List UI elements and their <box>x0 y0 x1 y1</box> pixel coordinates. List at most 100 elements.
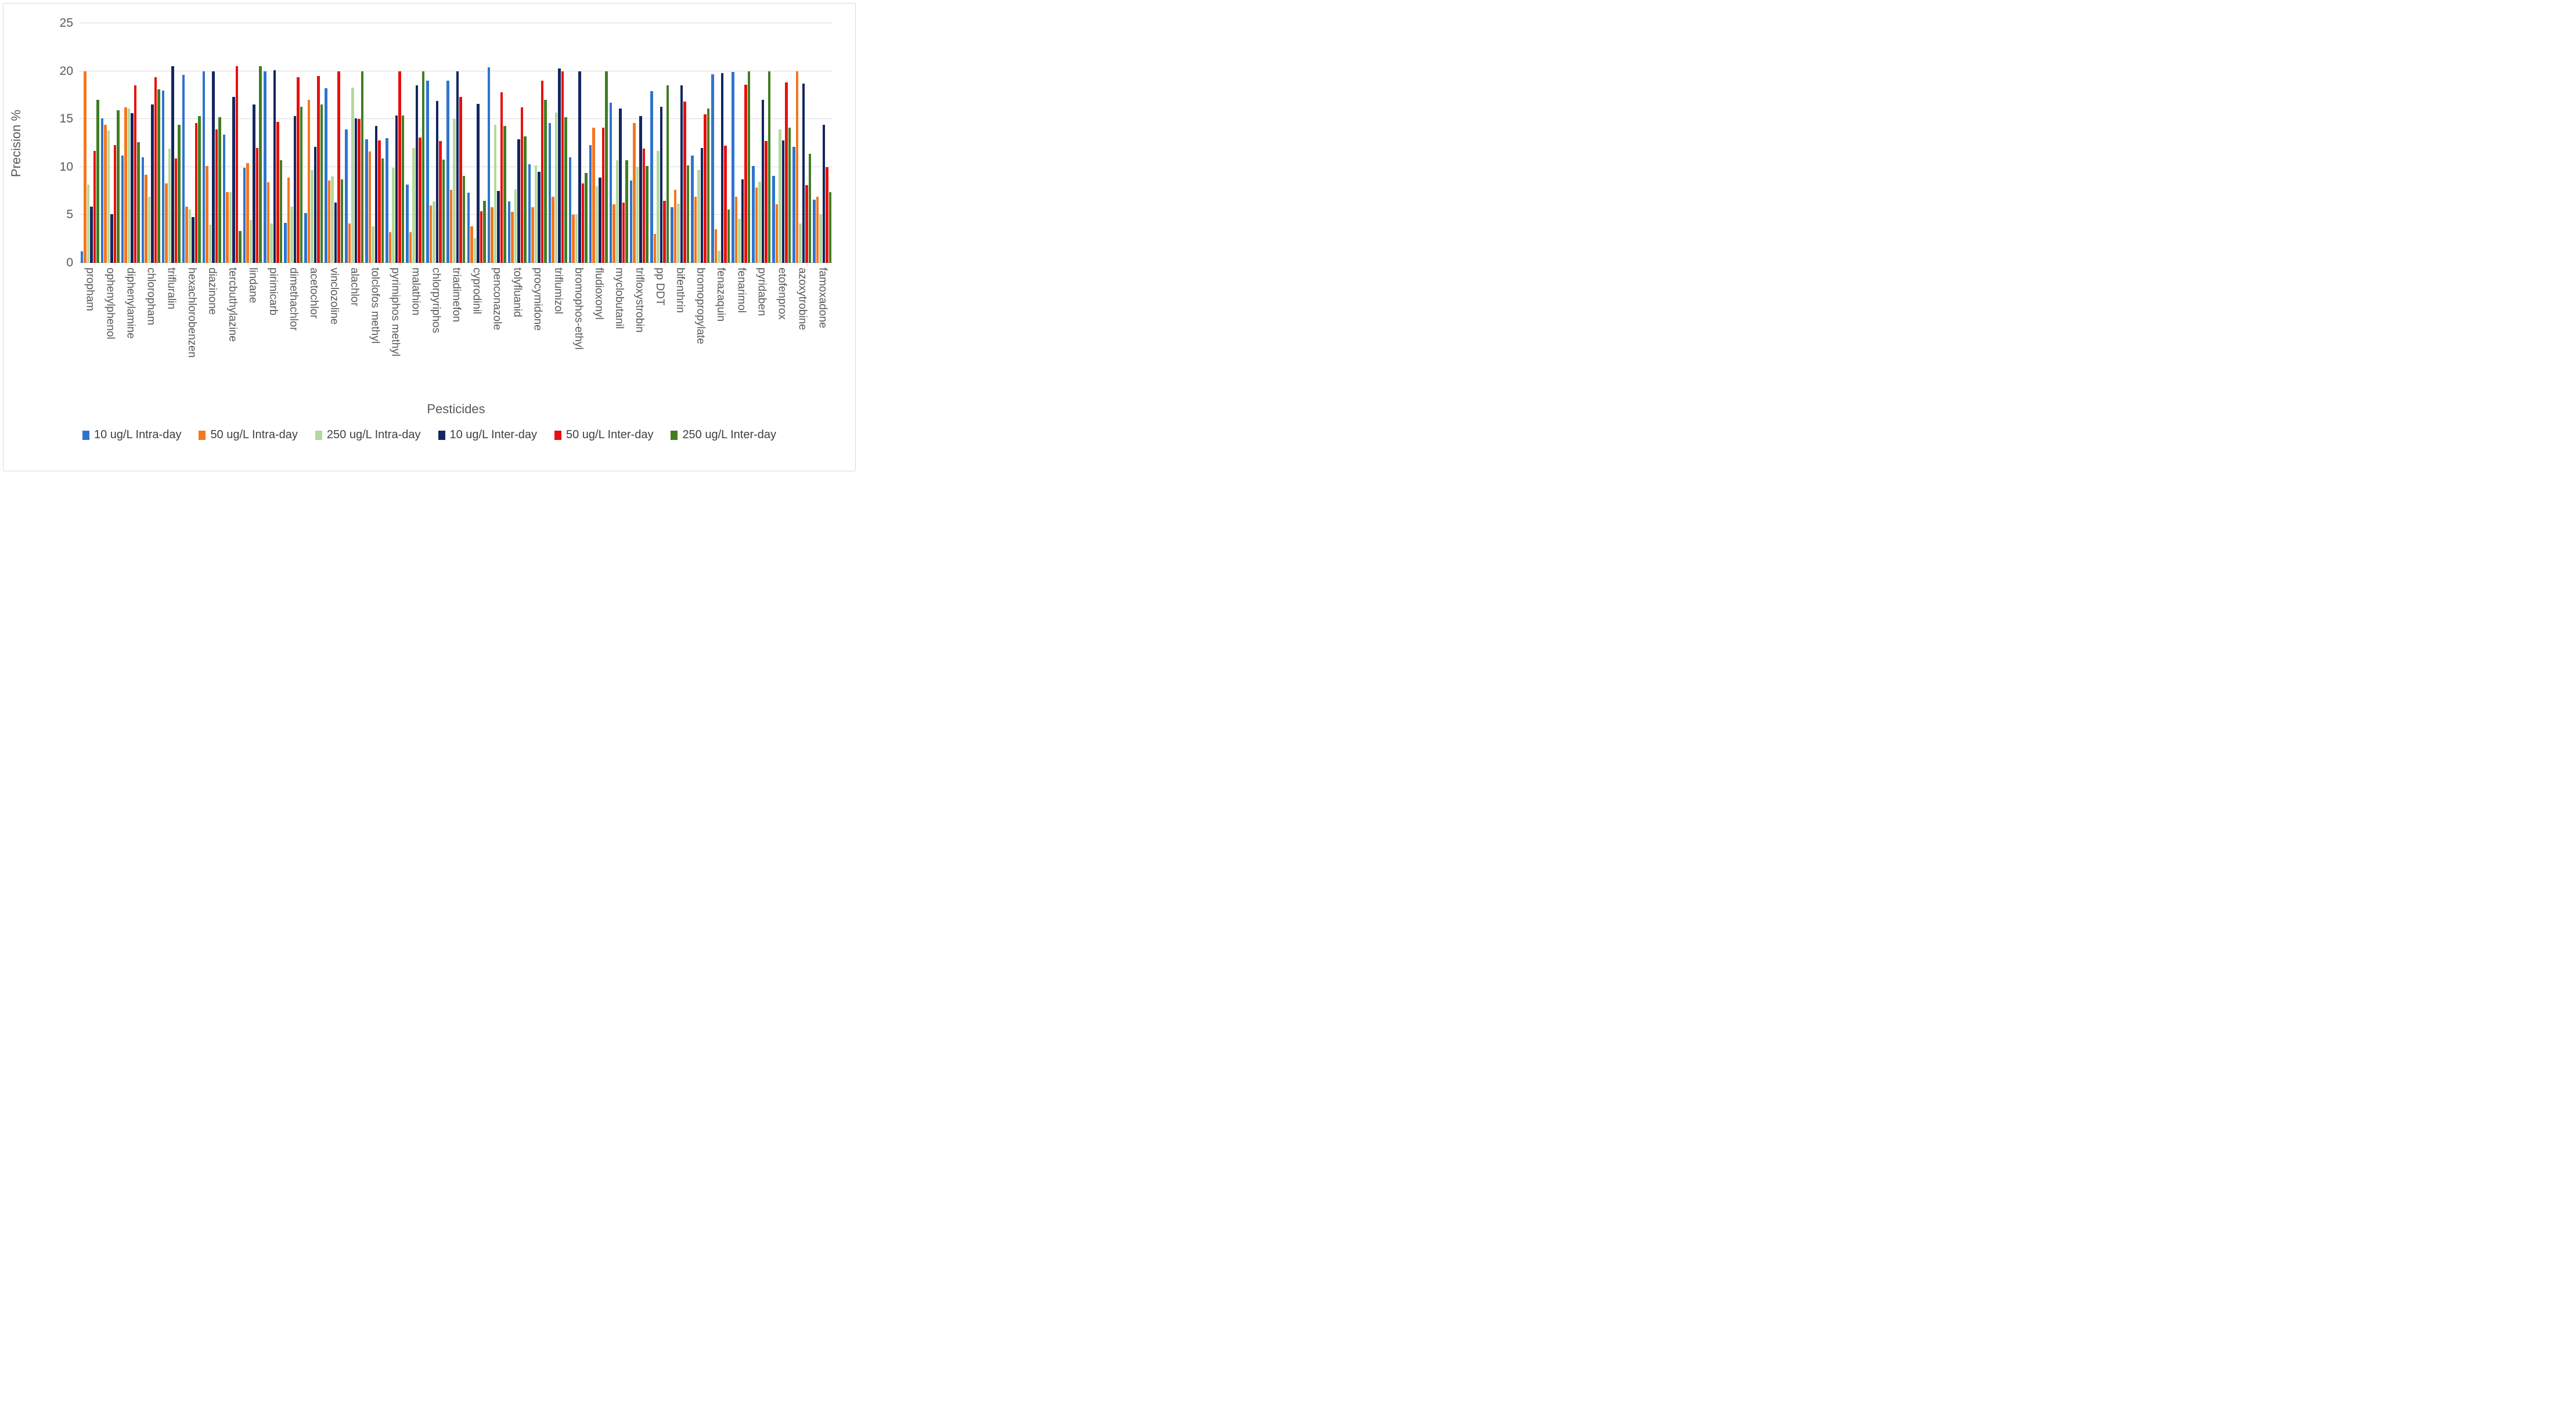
bar <box>507 201 511 263</box>
bar <box>826 167 828 263</box>
bar <box>354 118 358 263</box>
x-axis-labels: propham ophenylphenol diphenylamine chlorop… <box>80 268 833 402</box>
bar <box>419 137 421 263</box>
x-category-label: etofenprox <box>776 268 788 320</box>
bar <box>266 182 269 263</box>
bar <box>368 151 372 263</box>
bar <box>429 205 433 263</box>
x-category-label: tercbuthylazine <box>226 268 239 342</box>
x-category-label: procymidone <box>531 268 544 331</box>
bar <box>534 165 538 263</box>
bar <box>93 150 96 263</box>
bar <box>671 207 673 263</box>
bar <box>581 183 585 263</box>
bar-group <box>792 23 812 263</box>
bar-group <box>140 23 161 263</box>
bar-group <box>426 23 446 263</box>
x-category-label: myclobutanil <box>613 268 625 329</box>
bar <box>348 223 351 263</box>
bar <box>734 197 738 263</box>
bar <box>544 100 547 263</box>
bar <box>477 103 480 263</box>
bar <box>677 203 680 263</box>
bar <box>255 147 259 263</box>
bar <box>141 157 145 263</box>
bar <box>229 192 232 263</box>
x-category-label: fenarimol <box>735 268 748 313</box>
bar <box>707 109 710 263</box>
bar <box>90 206 93 263</box>
y-tick-label: 15 <box>59 112 73 126</box>
bar <box>822 125 826 263</box>
bar-group <box>283 23 304 263</box>
bar <box>388 232 392 263</box>
legend-swatch-icon <box>315 430 322 440</box>
bar <box>575 214 578 263</box>
bar-group <box>242 23 262 263</box>
x-category-label: triflumizol <box>552 268 564 315</box>
bar <box>293 116 297 263</box>
bar <box>307 100 311 263</box>
x-category-label: pp DDT <box>654 268 666 306</box>
gridline <box>80 214 833 215</box>
bar-group <box>487 23 507 263</box>
bar <box>524 136 527 263</box>
bar <box>724 146 727 263</box>
bar <box>284 222 287 263</box>
bar <box>828 192 832 263</box>
bar <box>121 155 124 263</box>
x-category-label: vinclozoline <box>328 268 341 325</box>
bar <box>378 140 381 263</box>
bar-group <box>751 23 772 263</box>
bar <box>459 97 462 263</box>
bar <box>680 85 683 263</box>
bar <box>117 110 120 263</box>
legend-item: 10 ug/L Inter-day <box>438 428 537 442</box>
bar <box>188 209 192 263</box>
bar <box>107 131 110 263</box>
x-category-label: propham <box>84 268 96 311</box>
bar <box>473 238 477 263</box>
bar <box>633 122 636 263</box>
bar <box>813 199 816 263</box>
bar <box>96 100 99 263</box>
bar <box>738 219 741 263</box>
bar <box>487 67 491 263</box>
bar <box>198 116 201 263</box>
chart-figure: Precision % 0 5 10 15 20 25 propham ophenylphe… <box>0 0 859 474</box>
bar <box>421 71 425 263</box>
y-axis-title: Precision % <box>9 109 23 178</box>
bar <box>345 129 348 263</box>
bar <box>711 74 714 263</box>
bar <box>259 66 262 263</box>
bar <box>137 142 140 263</box>
bar <box>290 206 293 263</box>
bar-group <box>711 23 731 263</box>
bar <box>365 139 368 263</box>
bar <box>552 197 554 263</box>
x-category-label: chlorpyriphos <box>430 268 442 333</box>
bar <box>401 115 405 263</box>
legend-item: 250 ug/L Intra-day <box>315 428 421 442</box>
legend-label: 250 ug/L Inter-day <box>682 428 777 441</box>
bar <box>683 102 686 263</box>
x-category-label: malathion <box>409 268 422 316</box>
bar-group <box>304 23 324 263</box>
bar <box>412 147 415 263</box>
bar-group <box>670 23 690 263</box>
bar <box>686 165 690 263</box>
bar <box>426 81 429 263</box>
bar-group <box>344 23 365 263</box>
bar <box>287 177 290 263</box>
bar <box>666 85 669 263</box>
bar-group <box>527 23 547 263</box>
bar-group <box>446 23 466 263</box>
bar <box>131 113 134 263</box>
bar <box>520 107 524 263</box>
x-category-label: pyridaben <box>755 268 768 316</box>
bar <box>765 141 768 263</box>
x-category-label: ophenylphenol <box>104 268 117 340</box>
x-category-label: penconazole <box>491 268 503 330</box>
bar <box>334 202 337 263</box>
legend-item: 250 ug/L Inter-day <box>671 428 776 442</box>
